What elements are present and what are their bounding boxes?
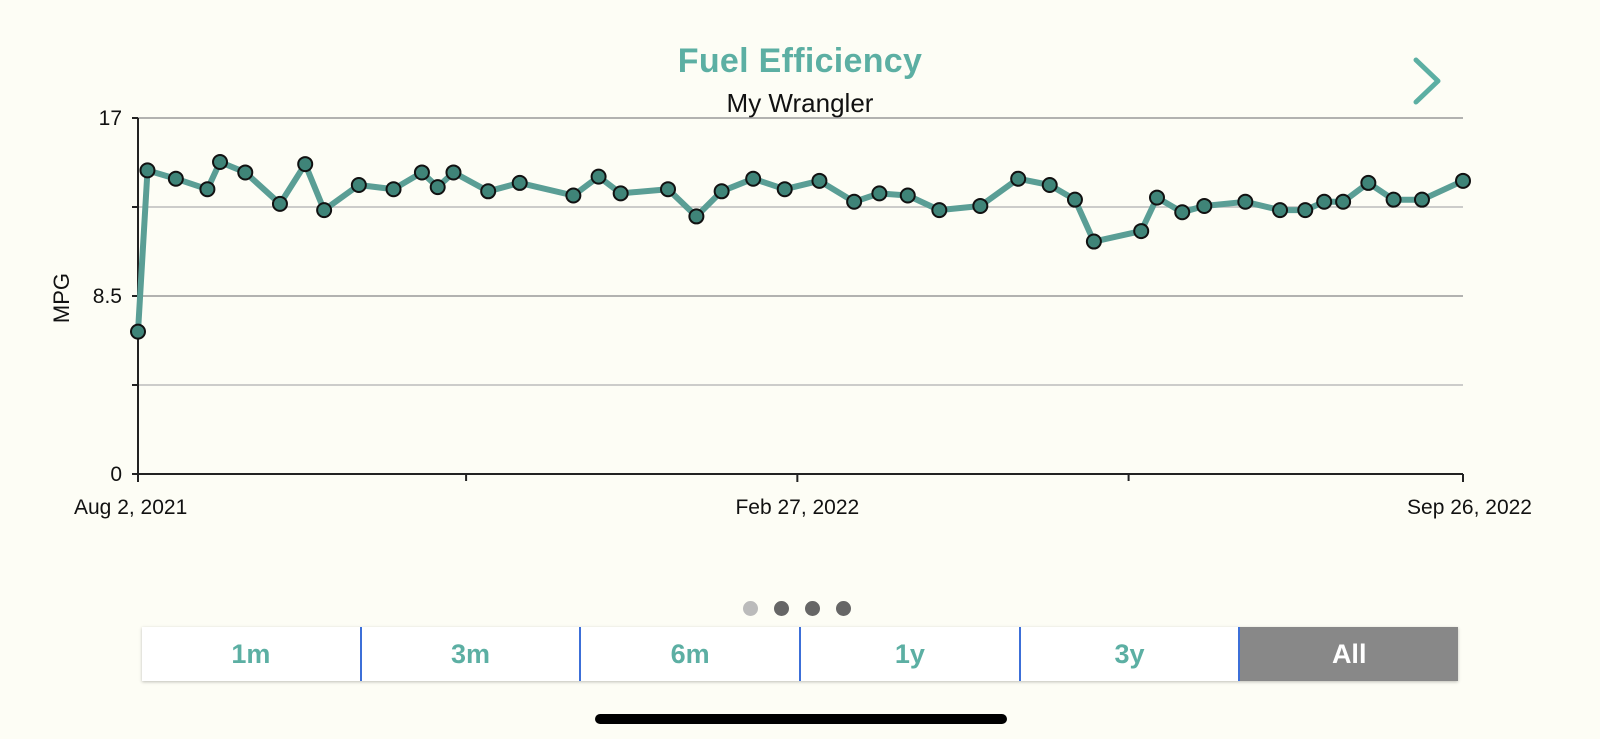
data-point[interactable] [660, 181, 676, 198]
gridlines [138, 117, 1463, 386]
tick-labels: MPG 0 8.5 17 Aug 2, 2021 Feb 27, 2022 Sep 26,… [49, 107, 1532, 519]
data-point[interactable] [445, 164, 462, 181]
y-tick-label: 8.5 [93, 285, 122, 308]
page-dot[interactable] [774, 601, 789, 616]
axes [132, 117, 1464, 482]
y-tick-label: 0 [110, 463, 122, 486]
range-option-1y[interactable]: 1y [799, 627, 1019, 681]
data-point[interactable] [480, 183, 497, 200]
data-point[interactable] [1385, 191, 1402, 208]
range-option-3y[interactable]: 3y [1018, 627, 1239, 681]
data-point[interactable] [713, 183, 730, 200]
data-point[interactable] [130, 323, 146, 340]
data-point[interactable] [316, 202, 333, 219]
page-dot[interactable] [743, 601, 758, 616]
data-point[interactable] [1085, 233, 1102, 250]
chart-title: Fuel Efficiency [677, 42, 923, 80]
data-point[interactable] [1455, 172, 1471, 189]
data-point[interactable] [811, 172, 828, 189]
page-dot[interactable] [805, 601, 820, 616]
y-axis-title: MPG [49, 273, 74, 323]
data-point[interactable] [212, 153, 229, 170]
data-point[interactable] [271, 195, 288, 212]
data-point[interactable] [1413, 191, 1430, 208]
data-point[interactable] [846, 193, 863, 210]
fuel-efficiency-chart: MPG 0 8.5 17 Aug 2, 2021 Feb 27, 2022 Sep 26,… [49, 107, 1532, 519]
chevron-right-icon[interactable] [1402, 52, 1452, 110]
data-point[interactable] [297, 156, 314, 173]
data-point[interactable] [899, 187, 916, 204]
data-point[interactable] [237, 164, 254, 181]
data-point[interactable] [1272, 202, 1289, 219]
page-indicator [743, 601, 851, 617]
data-point[interactable] [1010, 170, 1027, 187]
data-point[interactable] [199, 181, 216, 198]
range-option-all[interactable]: All [1238, 627, 1459, 681]
data-point[interactable] [688, 208, 705, 225]
data-point[interactable] [167, 170, 184, 187]
data-point[interactable] [1066, 191, 1083, 208]
x-tick-label: Feb 27, 2022 [735, 496, 859, 519]
x-tick-label: Sep 26, 2022 [1407, 496, 1532, 519]
range-option-1m[interactable]: 1m [231, 638, 271, 669]
home-indicator[interactable] [595, 714, 1007, 724]
data-point[interactable] [1316, 193, 1333, 210]
data-point[interactable] [1196, 197, 1213, 214]
y-tick-label: 17 [99, 107, 122, 130]
data-point[interactable] [385, 181, 402, 198]
page-dot[interactable] [836, 601, 851, 616]
data-point[interactable] [350, 177, 367, 194]
data-point[interactable] [565, 187, 582, 204]
data-point[interactable] [1148, 189, 1165, 206]
vehicle-name: My Wrangler [726, 88, 874, 118]
data-point[interactable] [590, 168, 607, 185]
data-point[interactable] [1041, 177, 1058, 194]
data-point[interactable] [1297, 202, 1314, 219]
data-point[interactable] [871, 185, 888, 202]
data-point[interactable] [776, 181, 793, 198]
time-range-selector: 1m 3m 6m 1y 3y All [142, 627, 1459, 681]
data-point[interactable] [612, 185, 629, 202]
data-point[interactable] [1133, 223, 1150, 240]
data-point[interactable] [413, 164, 430, 181]
data-point[interactable] [139, 162, 156, 179]
mpg-points [130, 153, 1471, 340]
data-point[interactable] [1335, 193, 1352, 210]
data-point[interactable] [931, 202, 948, 219]
data-point[interactable] [429, 179, 446, 196]
data-point[interactable] [511, 174, 528, 191]
range-option-3m[interactable]: 3m [359, 627, 580, 681]
mpg-series [135, 159, 1466, 335]
data-point[interactable] [1360, 174, 1377, 191]
data-point[interactable] [972, 197, 989, 214]
series-line [135, 159, 1466, 335]
data-point[interactable] [1237, 193, 1254, 210]
x-tick-label: Aug 2, 2021 [74, 496, 187, 519]
data-point[interactable] [745, 170, 762, 187]
data-point[interactable] [1174, 204, 1191, 221]
range-option-6m[interactable]: 6m [579, 627, 799, 681]
